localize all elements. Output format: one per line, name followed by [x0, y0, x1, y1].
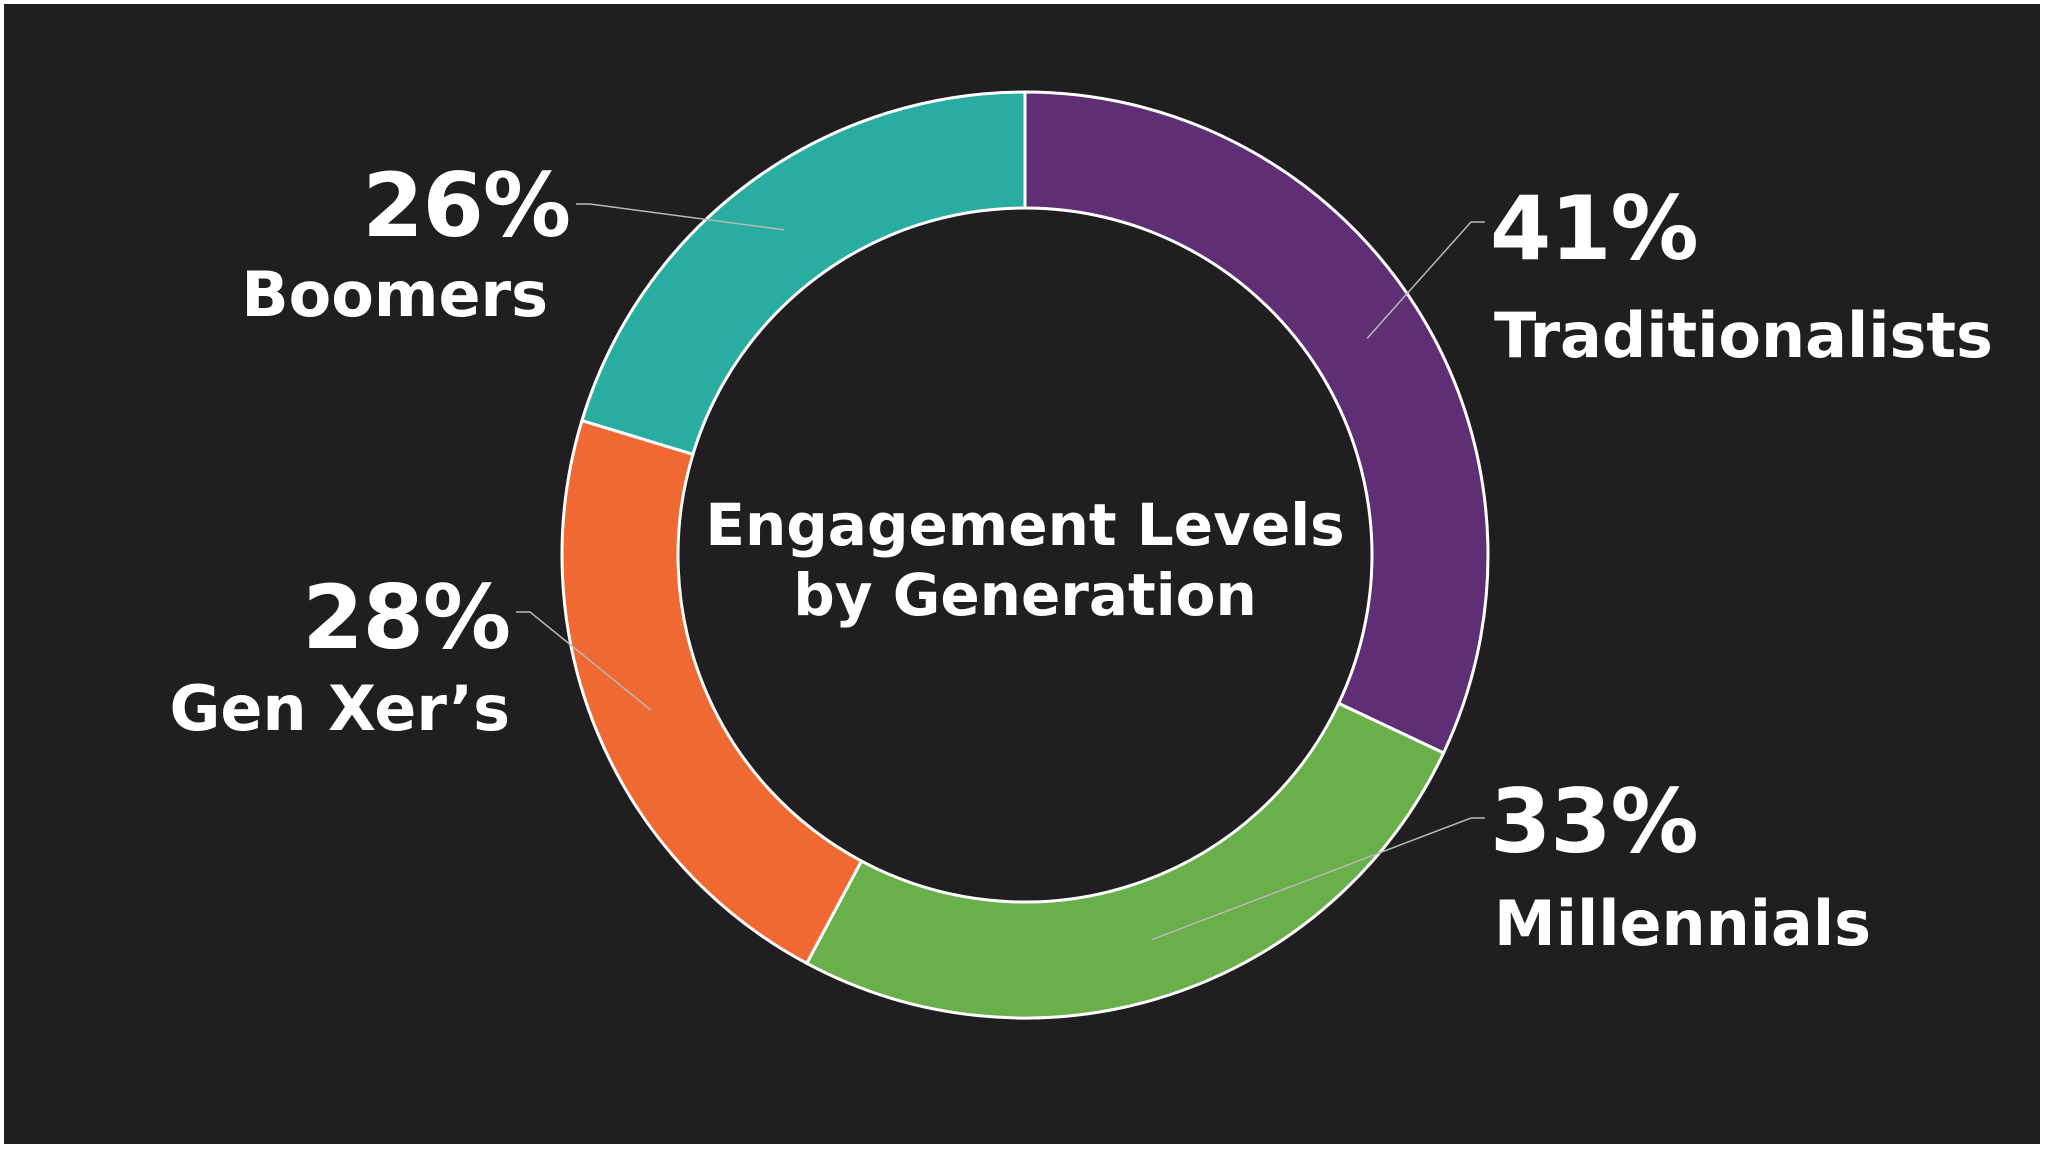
- slice-millennials: [804, 701, 1446, 1020]
- leader-line-boomers: [576, 203, 784, 231]
- leader-line-gen-xer-s: [516, 611, 652, 711]
- data-label-boomers-percent: 26%: [362, 154, 571, 257]
- leader-line-millennials: [1151, 817, 1485, 941]
- slice-gen-xer-s: [560, 418, 864, 966]
- leader-line-traditionalists: [1366, 221, 1485, 339]
- data-label-traditionalists-percent: 41%: [1490, 177, 1699, 280]
- slice-traditionalists: [1023, 90, 1490, 755]
- data-label-boomers-name: Boomers: [241, 258, 548, 331]
- data-label-genx-percent: 28%: [302, 566, 511, 669]
- data-label-millennials-percent: 33%: [1490, 770, 1699, 873]
- data-label-millennials-name: Millennials: [1494, 887, 1872, 960]
- data-label-traditionalists-name: Traditionalists: [1494, 299, 1993, 372]
- data-label-genx-name: Gen Xer’s: [169, 672, 511, 745]
- chart-title: Engagement Levels by Generation: [705, 491, 1345, 629]
- slice-boomers: [580, 90, 1027, 457]
